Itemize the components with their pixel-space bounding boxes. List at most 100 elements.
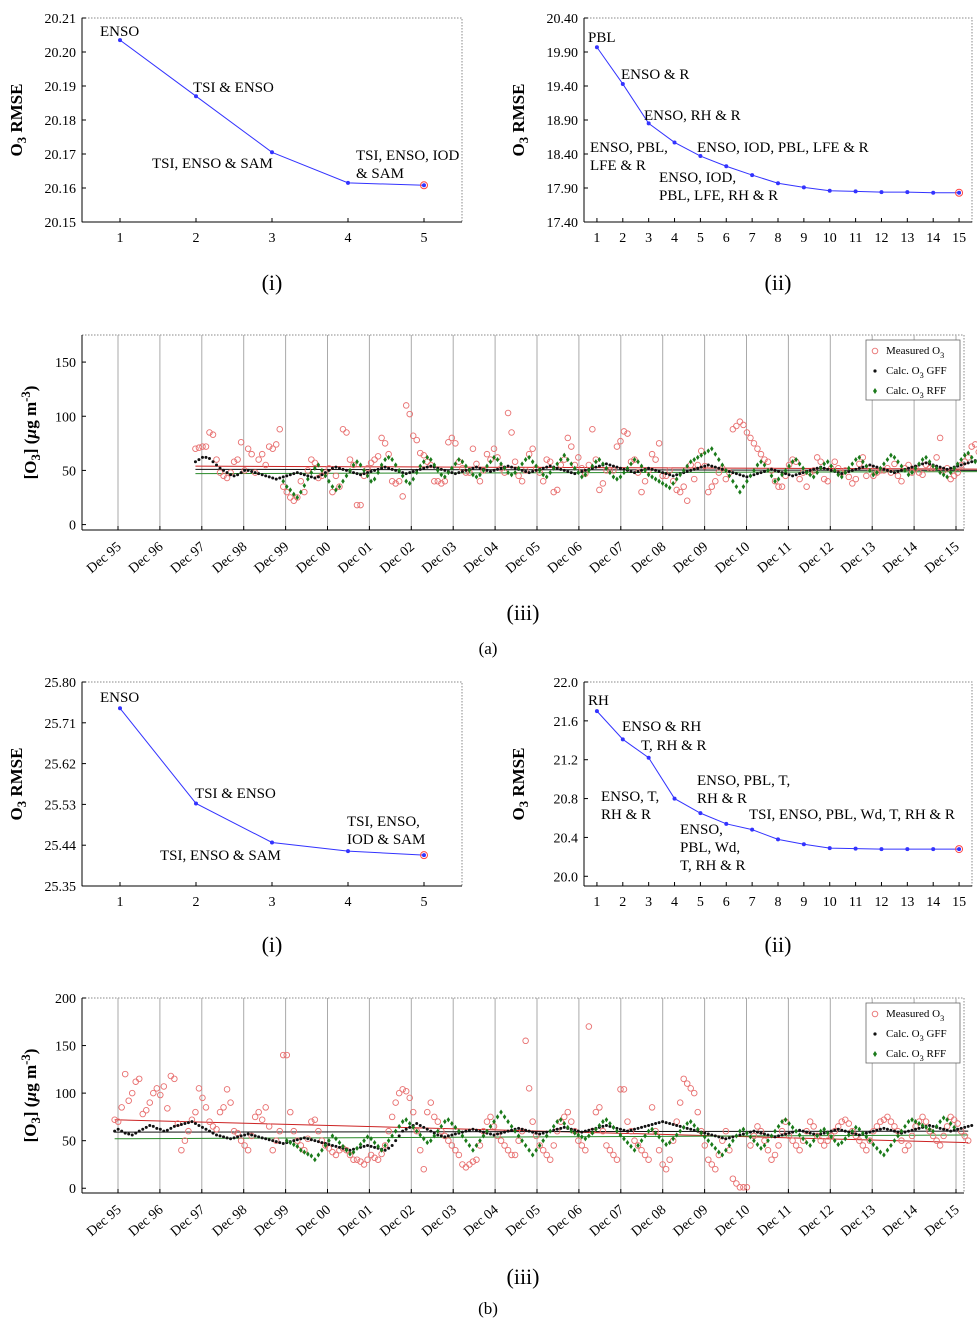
x-tick-label: 4 — [345, 231, 352, 246]
gff-point — [857, 466, 861, 470]
measured-point — [603, 1142, 610, 1149]
rmse-point — [422, 853, 426, 858]
measured-point — [546, 1156, 554, 1163]
rff-point — [804, 1139, 809, 1146]
rff-point — [681, 467, 686, 474]
gff-point — [657, 470, 661, 473]
gff-point — [334, 1144, 338, 1148]
gff-point — [622, 1128, 626, 1132]
gff-point — [822, 466, 826, 470]
chart-a-i-rmse-gff: 20.15 20.16 20.17 20.18 20.19 20.20 20.21 1 2 3 4 5… — [7, 12, 463, 295]
gff-point — [633, 471, 637, 475]
rff-point — [702, 450, 707, 456]
rmse-point — [194, 94, 198, 99]
rff-point — [478, 472, 482, 478]
y-tick-label: 20.8 — [554, 793, 579, 808]
point-annotation: TSI & ENSO — [193, 80, 274, 96]
point-annotation: RH & R — [601, 807, 651, 823]
gff-point — [281, 1142, 285, 1146]
rmse-point — [879, 190, 884, 195]
gff-point — [734, 472, 738, 476]
rff-point — [506, 1119, 510, 1125]
gff-point — [826, 467, 830, 471]
gff-point — [267, 1138, 271, 1142]
gff-point — [717, 466, 721, 470]
rff-point — [917, 461, 921, 467]
x-tick-label: 13 — [900, 895, 914, 910]
rff-point — [281, 478, 286, 484]
rff-point — [790, 459, 795, 465]
rmse-point — [853, 846, 858, 851]
rff-point — [376, 1143, 380, 1149]
measured-point — [775, 1142, 782, 1149]
rff-point — [544, 1133, 549, 1139]
gff-point — [720, 1136, 724, 1140]
measured-point — [680, 483, 687, 490]
rff-point — [587, 467, 591, 474]
measured-point — [308, 456, 315, 463]
rff-point — [320, 467, 324, 474]
gff-point — [320, 473, 324, 477]
gff-point — [369, 1144, 373, 1148]
rff-point — [587, 1133, 591, 1139]
rff-point — [393, 462, 398, 468]
rff-point — [903, 467, 907, 474]
x-tick-label: 6 — [723, 231, 730, 246]
y-axis-label-part: [O — [21, 1124, 40, 1143]
rff-point — [551, 465, 556, 471]
rmse-point — [750, 173, 755, 178]
gff-point — [225, 1136, 229, 1140]
x-tick-label: Dec 99 — [252, 1203, 292, 1240]
rff-point — [959, 456, 963, 463]
rff-point — [313, 1157, 317, 1163]
x-tick-label: Dec 12 — [797, 540, 837, 577]
figure-label-a: (a) — [479, 639, 498, 658]
rff-point — [889, 452, 893, 458]
gff-point — [706, 1132, 710, 1136]
gff-point — [323, 471, 327, 475]
point-annotation: TSI, ENSO, PBL, Wd, T, RH & R — [749, 807, 955, 823]
rff-point — [688, 459, 693, 465]
y-axis-label-sub: 3 — [517, 801, 531, 807]
gff-point — [566, 470, 570, 473]
x-tick-label: 8 — [775, 231, 782, 246]
gff-point — [288, 473, 292, 477]
gff-point — [144, 1125, 148, 1129]
point-annotation: PBL, LFE, RH & R — [659, 188, 778, 204]
measured-point — [452, 440, 459, 447]
gff-point — [506, 1129, 510, 1133]
rmse-point — [905, 847, 910, 852]
measured-point — [438, 480, 445, 487]
rff-point — [316, 1152, 321, 1158]
x-tick-label: 10 — [823, 231, 837, 246]
gff-point — [555, 466, 559, 470]
measured-point — [712, 1165, 719, 1173]
x-tick-label: Dec 97 — [168, 540, 208, 577]
rff-point — [516, 1133, 521, 1139]
gff-point — [496, 467, 500, 471]
rff-point — [457, 1128, 461, 1134]
measured-point — [803, 483, 810, 490]
rff-point — [464, 463, 468, 469]
gff-point — [959, 1126, 963, 1130]
gff-point — [415, 1122, 419, 1126]
measured-point — [269, 1146, 276, 1154]
rff-point — [330, 484, 335, 490]
measured-point — [792, 1142, 800, 1149]
rmse-point — [118, 706, 122, 711]
rff-point — [745, 478, 749, 484]
measured-point — [364, 1156, 371, 1163]
measured-point — [409, 432, 417, 440]
rff-point — [952, 465, 956, 471]
gff-point — [892, 1129, 896, 1133]
rff-point — [383, 1142, 387, 1149]
measured-point — [241, 1142, 248, 1149]
rff-point — [938, 469, 942, 476]
measured-point — [469, 1158, 477, 1165]
gff-point — [313, 476, 317, 480]
rff-point — [846, 1132, 851, 1138]
gff-point — [868, 463, 872, 467]
measured-point — [617, 1086, 624, 1093]
measured-point — [139, 1110, 146, 1118]
measured-point — [237, 439, 245, 446]
